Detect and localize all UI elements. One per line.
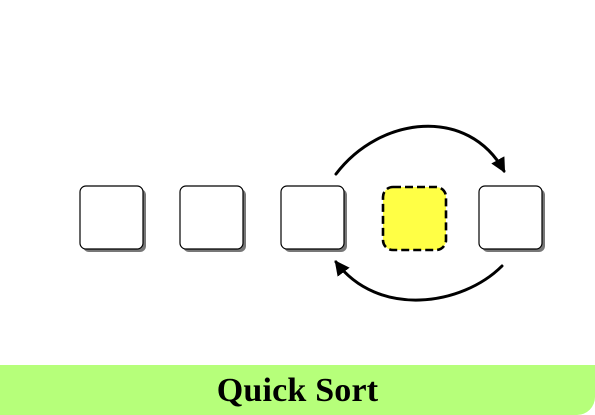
- footer-banner: Quick Sort: [0, 365, 595, 415]
- swap-arrow-top: [334, 124, 506, 176]
- swap-arrow-bottom: [334, 260, 504, 302]
- array-element-3: [280, 185, 345, 250]
- quick-sort-diagram: [79, 124, 545, 302]
- diagram-title: Quick Sort: [216, 372, 379, 409]
- array-element-5: [478, 185, 543, 250]
- array-element-2: [179, 185, 244, 250]
- array-element-1: [79, 185, 144, 250]
- pivot-element: [381, 185, 448, 252]
